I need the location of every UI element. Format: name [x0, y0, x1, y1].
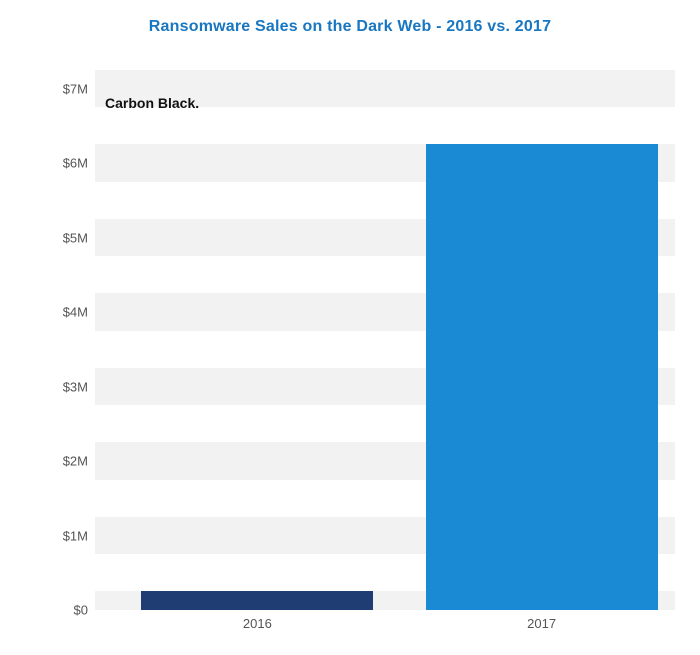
bar-2017: [426, 144, 658, 610]
y-axis-label: $5M: [28, 230, 88, 245]
y-axis-label: $7M: [28, 81, 88, 96]
source-label: Carbon Black.: [105, 95, 199, 111]
y-axis-label: $4M: [28, 305, 88, 320]
chart-plot-area: Carbon Black.: [95, 70, 675, 610]
y-axis-label: $2M: [28, 454, 88, 469]
y-axis-label: $6M: [28, 156, 88, 171]
chart-title: Ransomware Sales on the Dark Web - 2016 …: [0, 0, 700, 36]
x-axis-label: 2016: [207, 616, 307, 631]
bar-2016: [141, 591, 373, 610]
y-axis-label: $3M: [28, 379, 88, 394]
y-axis-label: $1M: [28, 528, 88, 543]
y-axis-label: $0: [28, 603, 88, 618]
x-axis-label: 2017: [492, 616, 592, 631]
